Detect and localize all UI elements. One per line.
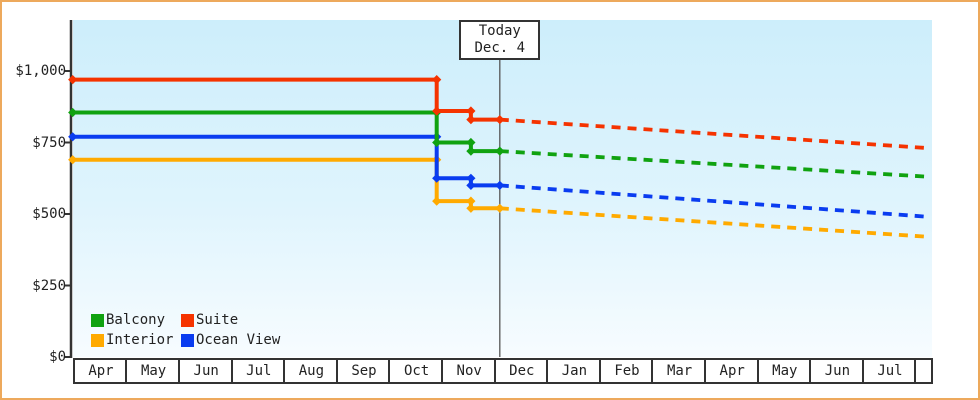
month-cell-sep-5: Sep: [335, 358, 391, 384]
point-marker-balcony: [432, 137, 442, 148]
price-line-balcony: [72, 110, 500, 154]
legend-label: Interior: [106, 332, 174, 348]
legend-item-balcony: Balcony: [91, 312, 165, 328]
projection-line-ocean-view: [499, 183, 930, 219]
legend-item-ocean-view: Ocean View: [181, 332, 280, 348]
projection-line-balcony: [499, 149, 930, 179]
point-marker-suite: [466, 115, 476, 125]
price-line-ocean-view: [72, 134, 500, 188]
month-cell-feb-10: Feb: [598, 358, 654, 384]
price-line-suite: [72, 77, 500, 122]
point-marker-balcony: [68, 107, 78, 118]
point-marker-ocean-view: [68, 132, 78, 142]
month-cell-may-13: May: [756, 358, 812, 384]
legend-swatch-ocean-view: [181, 333, 194, 347]
month-cell-nov-7: Nov: [440, 358, 496, 384]
y-tick-label: $750: [32, 134, 66, 151]
projection-line-interior: [499, 206, 930, 239]
point-marker-balcony: [466, 146, 476, 156]
point-marker-ocean-view: [432, 173, 442, 183]
month-cell-apr-12: Apr: [703, 358, 759, 384]
price-line-interior: [72, 157, 500, 211]
legend-item-interior: Interior: [91, 332, 173, 348]
month-cell-aug-4: Aug: [283, 358, 338, 384]
point-marker-ocean-view: [495, 180, 505, 190]
point-marker-interior: [68, 155, 78, 165]
legend-swatch-balcony: [91, 313, 104, 327]
legend-swatch-interior: [91, 333, 104, 347]
point-marker-suite: [432, 75, 442, 85]
point-marker-interior: [466, 203, 476, 213]
month-cell-apr-0: Apr: [72, 358, 128, 384]
month-cell-jul-15: Jul: [861, 358, 917, 384]
point-marker-interior: [466, 196, 476, 206]
month-cell-mar-11: Mar: [651, 358, 706, 384]
point-marker-ocean-view: [466, 180, 476, 190]
point-marker-suite: [466, 106, 476, 116]
point-marker-balcony: [495, 146, 505, 156]
point-marker-balcony: [466, 137, 476, 148]
today-date: Dec. 4: [474, 40, 526, 56]
legend-swatch-suite: [181, 313, 194, 327]
point-marker-ocean-view: [466, 173, 476, 183]
y-tick-label: $250: [32, 277, 66, 294]
legend-label: Ocean View: [196, 332, 281, 348]
legend-label: Suite: [196, 312, 239, 328]
series-ocean-view: [68, 132, 930, 219]
point-marker-interior: [432, 196, 442, 206]
today-label: Today: [478, 23, 521, 39]
point-marker-suite: [68, 75, 78, 85]
series-suite: [68, 75, 930, 151]
month-cell-jul-3: Jul: [230, 358, 286, 384]
point-marker-suite: [432, 106, 442, 116]
legend-item-suite: Suite: [181, 312, 238, 328]
month-cell-dec-8: Dec: [493, 358, 549, 384]
point-marker-suite: [495, 115, 505, 125]
plot-area: [73, 20, 932, 357]
series-balcony: [68, 107, 930, 179]
series-interior: [68, 155, 930, 239]
point-marker-interior: [495, 203, 505, 213]
y-tick-label: $500: [32, 206, 66, 222]
y-tick-label: $1,000: [15, 63, 66, 79]
month-cell-jun-2: Jun: [177, 358, 233, 384]
month-cell-oct-6: Oct: [388, 358, 443, 384]
month-cell-jan-9: Jan: [546, 358, 601, 384]
today-marker-box: Today Dec. 4: [459, 20, 541, 60]
month-cell-jun-14: Jun: [809, 358, 864, 384]
month-cell-filler: [914, 358, 933, 384]
y-tick-label: $0: [49, 349, 66, 365]
month-cell-may-1: May: [125, 358, 180, 384]
legend-label: Balcony: [106, 312, 166, 328]
projection-line-suite: [499, 117, 930, 151]
